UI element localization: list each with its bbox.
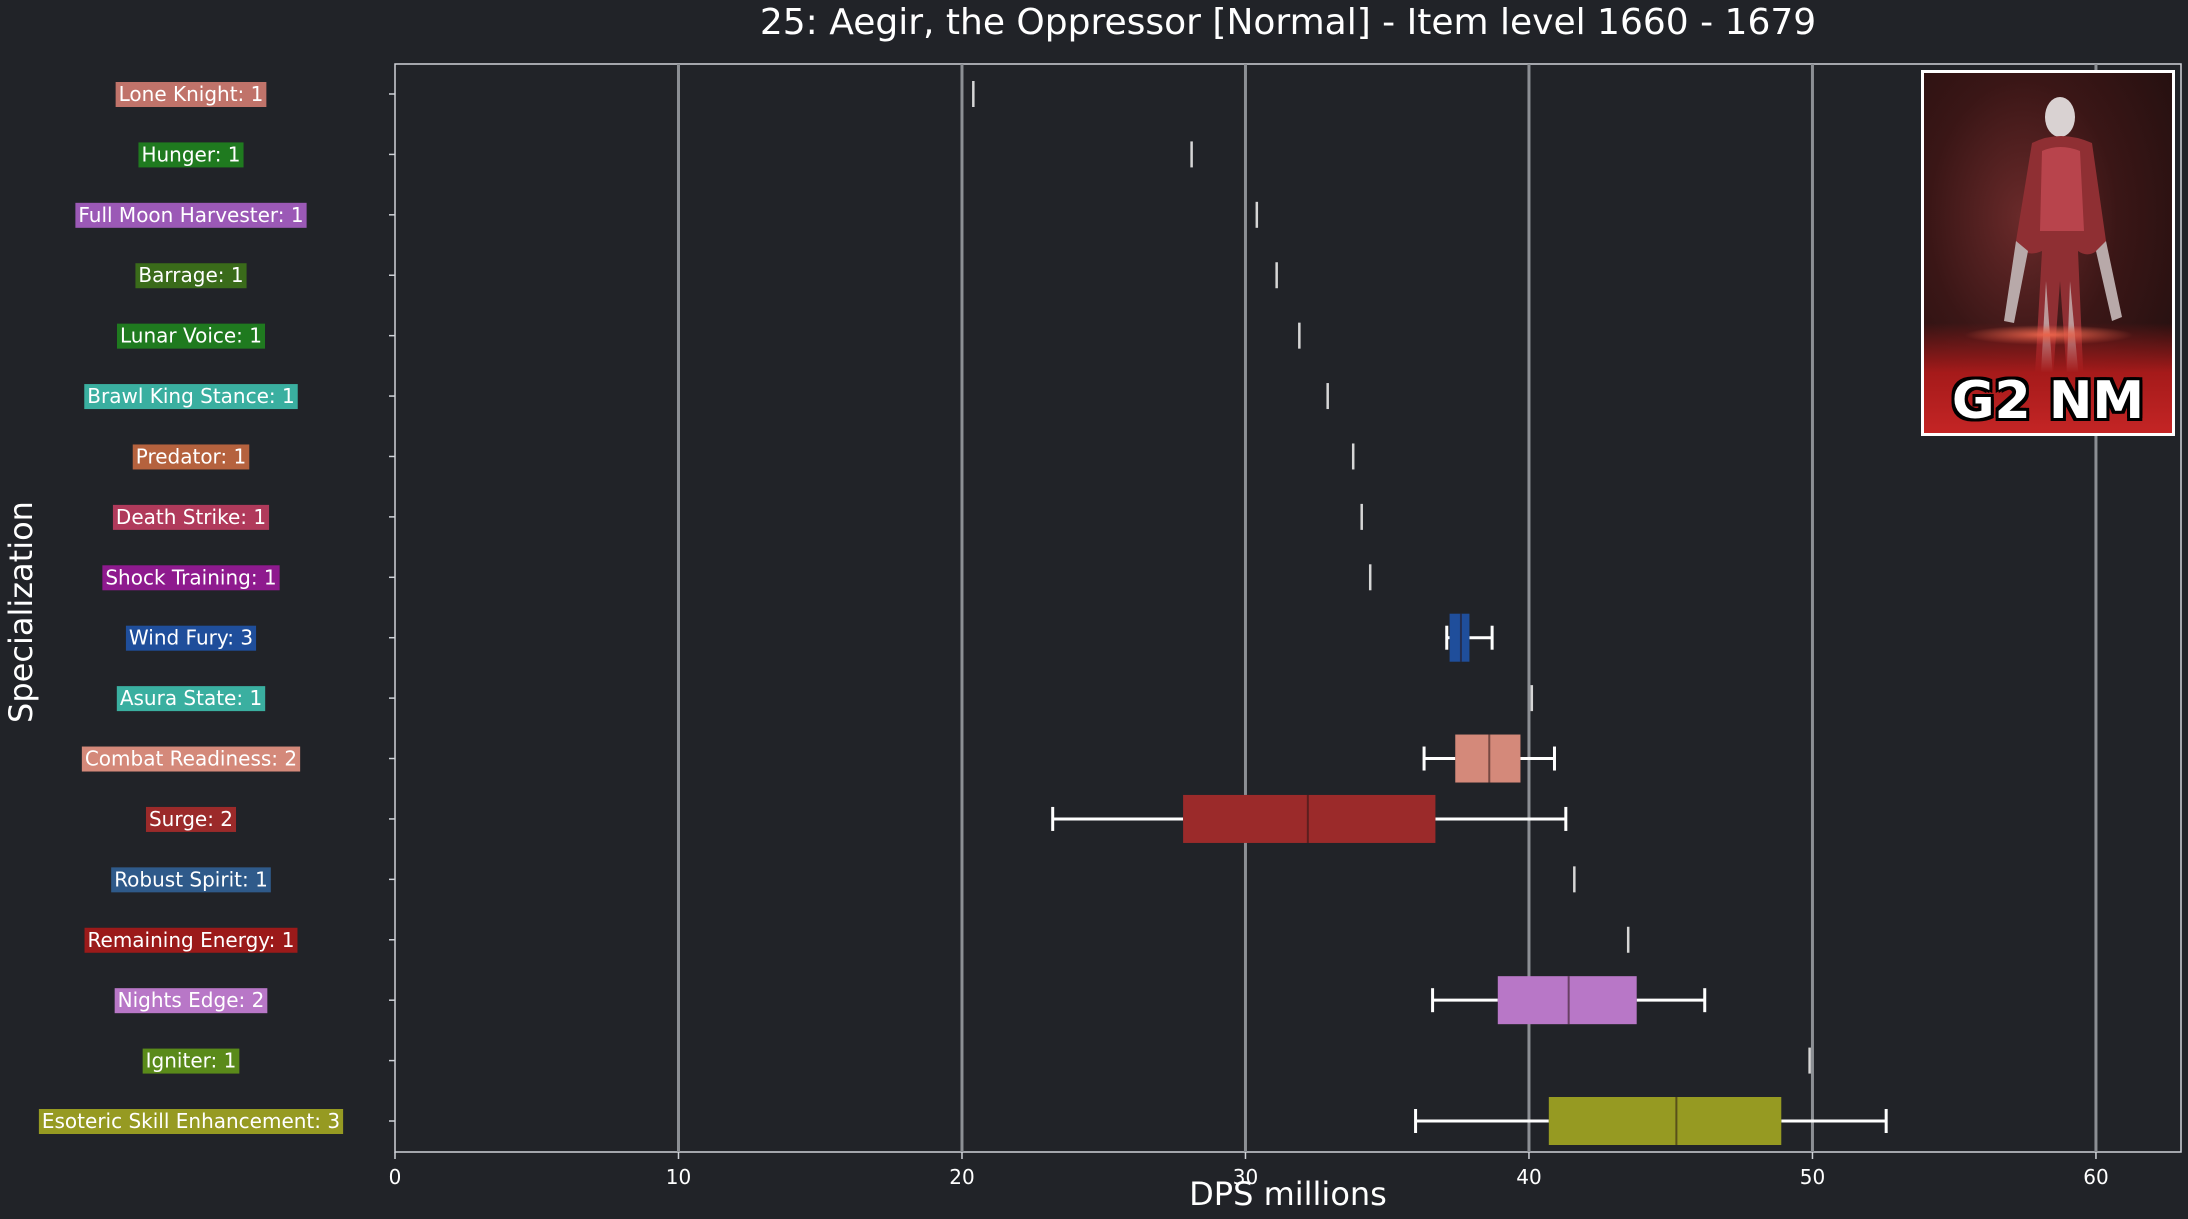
box-9 (1445, 613, 1494, 662)
boxes (972, 81, 1888, 1145)
category-label-text: Barrage: 1 (138, 263, 243, 287)
category-label-text: Death Strike: 1 (116, 505, 266, 529)
x-axis-label: DPS millions (1189, 1175, 1387, 1213)
category-label-text: Wind Fury: 3 (129, 626, 253, 650)
category-label-text: Nights Edge: 2 (118, 988, 265, 1012)
plot-area (394, 63, 2182, 1153)
x-tick-label: 50 (1800, 1165, 1825, 1189)
category-label-bg (112, 504, 270, 530)
boss-card-label: G2 NM (1951, 371, 2145, 431)
category-label-bg (102, 565, 280, 591)
category-label-text: Hunger: 1 (141, 142, 240, 166)
category-label-1: Hunger: 1 (138, 142, 244, 168)
category-label-12: Surge: 2 (145, 806, 237, 832)
category-label-text: Asura State: 1 (120, 686, 262, 710)
category-label-bg (114, 988, 268, 1014)
category-label-text: Surge: 2 (149, 807, 233, 831)
category-label-text: Remaining Energy: 1 (88, 928, 295, 952)
x-tick-label: 40 (1516, 1165, 1541, 1189)
box-17 (1414, 1097, 1888, 1145)
category-label-5: Brawl King Stance: 1 (84, 384, 298, 410)
category-label-text: Igniter: 1 (146, 1049, 237, 1073)
category-label-text: Predator: 1 (136, 444, 247, 468)
category-label-text: Shock Training: 1 (105, 565, 276, 589)
category-label-9: Wind Fury: 3 (125, 625, 257, 651)
iqr-box (1449, 613, 1470, 662)
category-label-bg (116, 686, 266, 712)
category-label-8: Shock Training: 1 (102, 565, 280, 591)
iqr-box (1455, 734, 1521, 783)
category-label-text: Lone Knight: 1 (119, 82, 264, 106)
iqr-box (1548, 1097, 1782, 1145)
category-label-bg (132, 444, 250, 470)
x-tick-label: 60 (2083, 1165, 2108, 1189)
category-label-10: Asura State: 1 (116, 686, 266, 712)
category-label-3: Barrage: 1 (135, 263, 247, 289)
boss-card: G2 NM (1921, 70, 2175, 436)
category-label-0: Lone Knight: 1 (115, 82, 267, 107)
iqr-box (1183, 794, 1436, 843)
category-label-17: Esoteric Skill Enhancement: 3 (38, 1109, 344, 1134)
category-label-text: Lunar Voice: 1 (120, 324, 262, 348)
category-label-bg (138, 142, 244, 168)
category-labels: Lone Knight: 1 Hunger: 1 Full Moon Harvest… (38, 82, 395, 1134)
category-label-bg (145, 806, 237, 832)
category-label-bg (125, 625, 257, 651)
y-axis-label: Specialization (2, 501, 40, 723)
category-label-7: Death Strike: 1 (112, 504, 270, 530)
category-label-15: Nights Edge: 2 (114, 988, 268, 1014)
category-label-2: Full Moon Harvester: 1 (75, 202, 307, 228)
chart-title: 25: Aegir, the Oppressor [Normal] - Item… (760, 2, 1816, 43)
category-label-16: Igniter: 1 (142, 1048, 240, 1074)
x-ticks: 0 10 20 30 40 50 60 (389, 1152, 2109, 1189)
box-12 (1051, 794, 1568, 843)
category-label-bg (84, 927, 298, 953)
category-label-6: Predator: 1 (132, 444, 250, 470)
category-label-text: Esoteric Skill Enhancement: 3 (42, 1109, 340, 1133)
category-label-bg (116, 323, 266, 349)
grid-lines (676, 64, 2098, 1152)
category-label-4: Lunar Voice: 1 (116, 323, 266, 349)
category-label-bg (142, 1048, 240, 1074)
x-tick-label: 10 (666, 1165, 691, 1189)
category-label-bg (135, 263, 247, 289)
category-label-bg (81, 746, 301, 772)
x-tick-label: 30 (1233, 1165, 1258, 1189)
category-label-bg (111, 867, 271, 893)
category-label-text: Robust Spirit: 1 (114, 867, 268, 891)
category-label-bg (115, 82, 267, 107)
x-tick-label: 0 (389, 1165, 402, 1189)
category-label-13: Robust Spirit: 1 (111, 867, 271, 893)
box-11 (1422, 734, 1556, 783)
category-label-14: Remaining Energy: 1 (84, 927, 298, 953)
category-label-bg (75, 202, 307, 228)
box-15 (1431, 976, 1707, 1025)
boss-floor (1924, 323, 2172, 433)
category-label-11: Combat Readiness: 2 (81, 746, 301, 772)
iqr-box (1497, 976, 1637, 1025)
category-label-text: Full Moon Harvester: 1 (78, 203, 303, 227)
x-tick-label: 20 (949, 1165, 974, 1189)
category-label-text: Combat Readiness: 2 (85, 747, 297, 771)
category-label-text: Brawl King Stance: 1 (87, 384, 294, 408)
category-label-bg (84, 384, 298, 410)
category-label-bg (38, 1109, 344, 1134)
